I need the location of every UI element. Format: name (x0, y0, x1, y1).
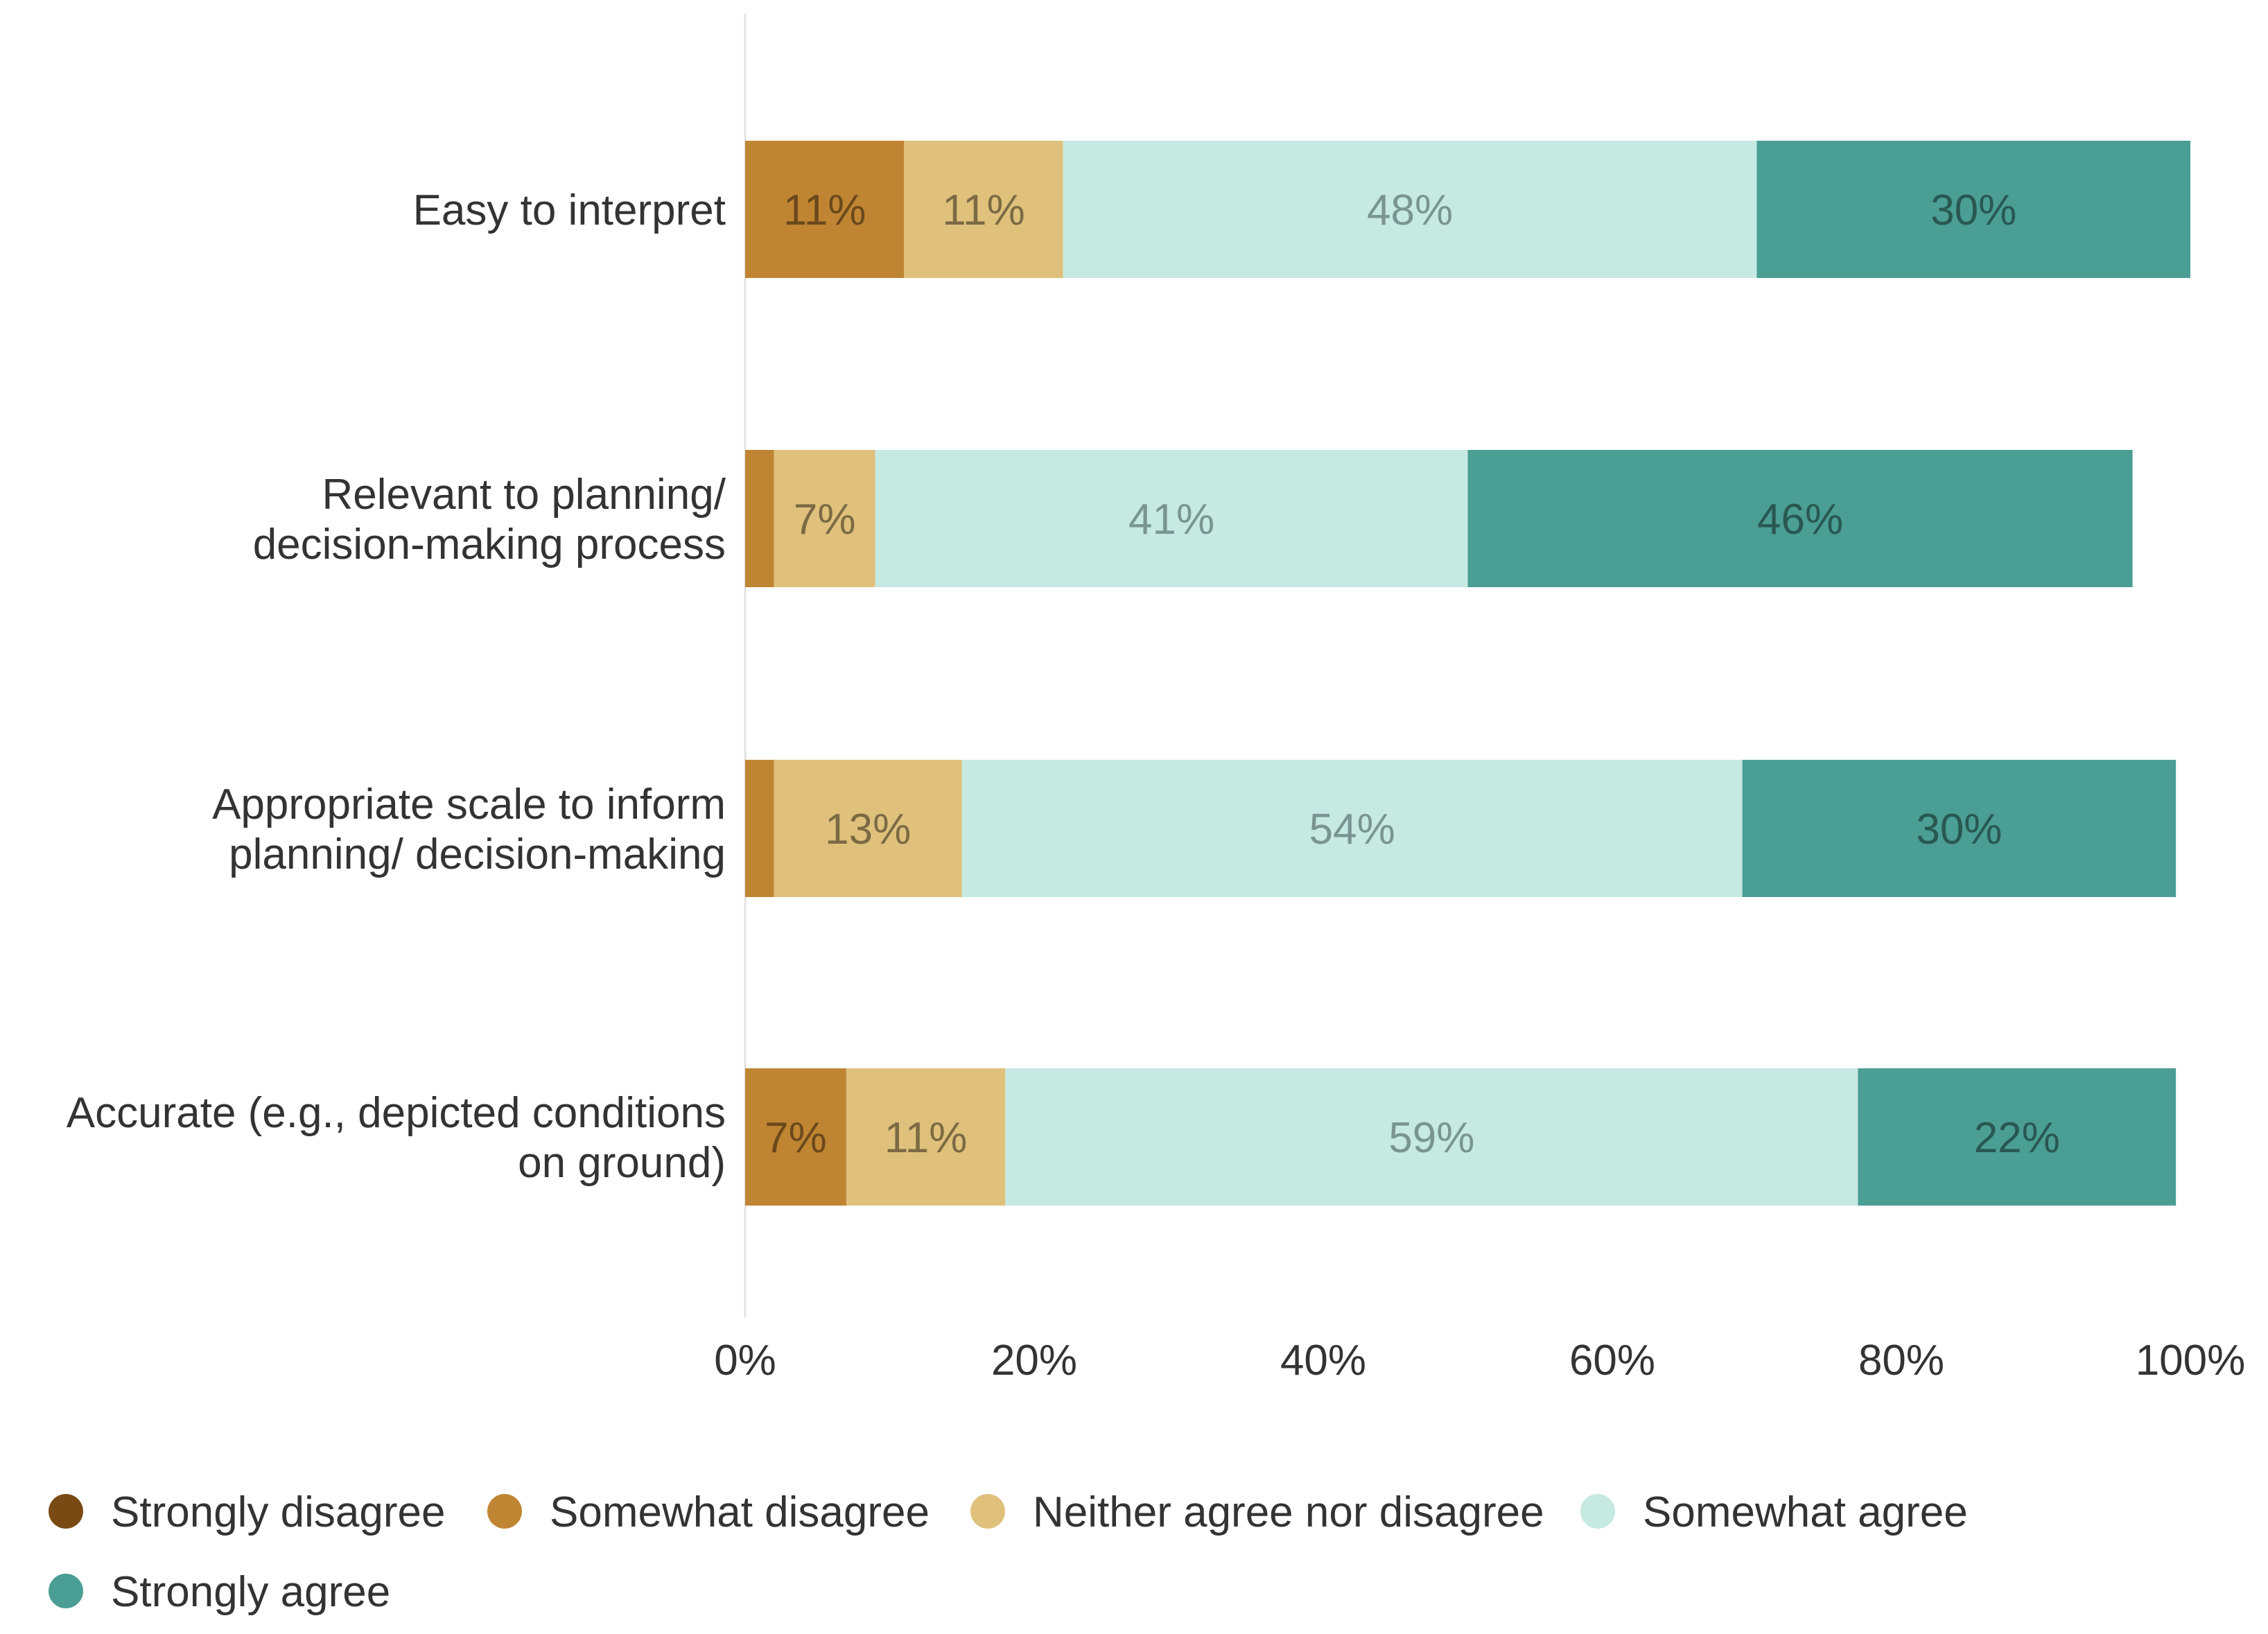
category-label-0: Easy to interpret (413, 186, 726, 234)
bar-segment-4-1 (1467, 450, 2133, 587)
legend-marker-1 (487, 1494, 522, 1529)
bar-segment-2-1 (774, 450, 875, 587)
data-label-1-0: 11% (783, 186, 866, 234)
bar-segment-1-0 (745, 141, 905, 278)
data-label-3-1: 41% (1128, 496, 1214, 544)
data-label-3-0: 48% (1367, 186, 1453, 234)
category-label-2: Appropriate scale to inform planning/ dec… (212, 781, 726, 878)
legend-marker-2 (970, 1494, 1005, 1529)
bar-segment-2-2 (774, 760, 962, 897)
data-label-1-3: 7% (765, 1114, 827, 1162)
bar-segment-3-3 (1005, 1068, 1858, 1206)
bar-segment-3-1 (875, 450, 1468, 587)
legend: Strongly disagree Somewhat disagree Neithe… (49, 1488, 1968, 1616)
bar-segment-4-0 (1756, 141, 2190, 278)
bar-segment-1-2 (745, 760, 774, 897)
category-label-3: Accurate (e.g., depicted conditions on gr… (67, 1089, 726, 1187)
data-label-2-2: 13% (825, 806, 911, 853)
x-tick-label-3: 60% (1569, 1337, 1655, 1384)
x-tick-label-1: 20% (991, 1337, 1077, 1384)
legend-marker-4 (49, 1574, 83, 1608)
bar-segment-4-2 (1742, 760, 2177, 897)
category-labels: Easy to interpret Relevant to planning/de… (67, 186, 726, 1187)
legend-label-3: Somewhat agree (1643, 1488, 1968, 1536)
data-label-3-3: 59% (1388, 1114, 1474, 1162)
legend-label-0: Strongly disagree (111, 1488, 446, 1536)
data-label-2-0: 11% (942, 186, 1025, 234)
category-label-line: Easy to interpret (413, 186, 726, 234)
category-label-line: on ground) (518, 1139, 726, 1187)
bars-group: 11% 11% 48% 30% 7% 41% 46% 13% 54% 30% 7% 11% 59% 22% (745, 141, 2190, 1206)
category-label-line: Accurate (e.g., depicted conditions (67, 1089, 726, 1137)
legend-label-2: Neither agree nor disagree (1033, 1488, 1544, 1536)
legend-label-1: Somewhat disagree (550, 1488, 930, 1536)
bar-segment-2-0 (904, 141, 1063, 278)
bar-segment-3-2 (961, 760, 1743, 897)
data-label-4-1: 46% (1757, 496, 1843, 544)
legend-marker-0 (49, 1494, 83, 1529)
bar-segment-2-3 (846, 1068, 1006, 1206)
category-label-line: Relevant to planning/ (322, 471, 726, 519)
data-label-4-3: 22% (1974, 1114, 2060, 1162)
category-label-line: decision-making process (253, 521, 726, 568)
data-label-2-3: 11% (884, 1114, 968, 1162)
category-label-line: Appropriate scale to inform (212, 781, 726, 828)
data-label-4-2: 30% (1916, 806, 2002, 853)
x-tick-label-0: 0% (714, 1337, 776, 1384)
x-tick-label-5: 100% (2136, 1337, 2246, 1384)
legend-marker-3 (1580, 1494, 1615, 1529)
x-tick-label-4: 80% (1858, 1337, 1944, 1384)
bar-segment-3-0 (1063, 141, 1757, 278)
bar-segment-1-1 (745, 450, 774, 587)
x-axis-ticks: 0% 20% 40% 60% 80% 100% (714, 1337, 2245, 1384)
legend-label-4: Strongly agree (111, 1568, 390, 1616)
category-label-1: Relevant to planning/decision-making pro… (253, 471, 726, 568)
data-label-4-0: 30% (1930, 186, 2016, 234)
bar-segment-1-3 (745, 1068, 846, 1206)
category-label-line: planning/ decision-making (229, 831, 726, 878)
data-label-2-1: 7% (794, 496, 856, 544)
x-tick-label-2: 40% (1280, 1337, 1366, 1384)
data-label-3-2: 54% (1309, 806, 1395, 853)
bar-segment-4-3 (1858, 1068, 2177, 1206)
